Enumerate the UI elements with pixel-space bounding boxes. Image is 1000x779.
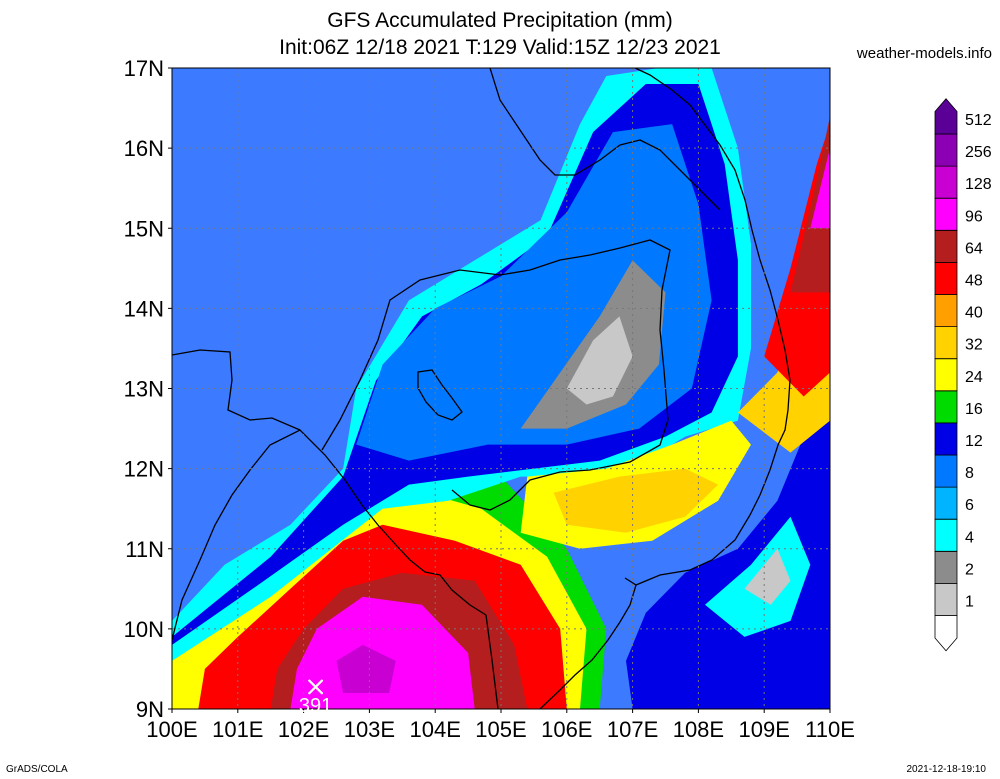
- legend-level-label: 6: [965, 497, 974, 514]
- x-tick-label: 102E: [278, 717, 329, 742]
- lake-tonle-sap: [417, 369, 463, 421]
- precip-region-15: [744, 548, 791, 605]
- y-tick-label: 15N: [124, 216, 164, 241]
- x-tick-label: 105E: [475, 717, 526, 742]
- footer-timestamp: 2021-12-18-19:10: [906, 764, 986, 775]
- y-tick-label: 14N: [124, 296, 164, 321]
- x-tick-label: 106E: [541, 717, 592, 742]
- max-precip-marker: 391: [299, 679, 332, 717]
- x-axis-ticks: 100E 101E 102E 103E 104E 105E 106E 107E 108E 109E…: [146, 709, 855, 742]
- footer-software-label: GrADS/COLA: [6, 764, 68, 775]
- legend-level-label: 4: [965, 529, 974, 546]
- x-tick-label: 100E: [146, 717, 197, 742]
- y-tick-label: 11N: [125, 537, 164, 562]
- legend-level-label: 2: [965, 561, 974, 578]
- precipitation-field: [172, 68, 830, 709]
- precip-region-5: [336, 644, 396, 693]
- y-tick-label: 12N: [124, 457, 164, 482]
- legend-level-label: 8: [965, 465, 974, 482]
- y-tick-label: 13N: [124, 377, 164, 402]
- legend-level-label: 12: [965, 433, 983, 450]
- legend-swatch: [934, 133, 958, 167]
- legend-level-label: 512: [965, 112, 992, 129]
- y-axis-ticks: 9N 10N 11N 12N 13N 14N 15N 16N 17N: [124, 56, 172, 722]
- legend-level-label: 1: [965, 594, 974, 611]
- coastline-mekong-delta: [485, 577, 637, 709]
- max-marker-cross: [307, 679, 324, 695]
- coastline-gulf-of-thailand: [172, 429, 487, 641]
- legend-swatch: [934, 326, 958, 360]
- legend-level-label: 16: [965, 401, 983, 418]
- chart-title: GFS Accumulated Precipitation (mm): [327, 9, 673, 32]
- x-tick-label: 107E: [607, 717, 658, 742]
- legend-swatch: [934, 197, 958, 231]
- precip-region-10: [566, 316, 633, 405]
- precip-region-17: [764, 124, 830, 397]
- y-tick-label: 9N: [136, 697, 164, 722]
- y-tick-label: 17N: [124, 56, 164, 81]
- legend-swatch: [934, 454, 958, 488]
- legend-swatch: [934, 390, 958, 424]
- chart-subtitle: Init:06Z 12/18 2021 T:129 Valid:15Z 12/2…: [279, 36, 721, 59]
- legend-swatch: [934, 486, 958, 520]
- legend-level-label: 256: [965, 144, 992, 161]
- legend-swatch: [934, 229, 958, 263]
- legend-swatch: [934, 262, 958, 295]
- y-tick-label: 16N: [124, 136, 164, 161]
- border-inland: [321, 239, 671, 511]
- x-tick-label: 108E: [673, 717, 724, 742]
- x-tick-label: 109E: [739, 717, 790, 742]
- max-marker-value: 391: [299, 695, 332, 717]
- coastline: [172, 68, 791, 709]
- precip-region-19: [810, 148, 830, 229]
- legend-level-label: 32: [965, 337, 983, 354]
- x-tick-label: 103E: [344, 717, 395, 742]
- legend-swatch: [934, 358, 958, 392]
- x-tick-label: 104E: [410, 717, 461, 742]
- legend-swatch: [934, 165, 958, 199]
- grid-lines: [172, 68, 830, 709]
- precip-region-13: [626, 420, 830, 709]
- x-tick-label: 101E: [212, 717, 263, 742]
- legend-swatch: [934, 294, 958, 327]
- legend-swatch: [934, 98, 958, 135]
- source-label: weather-models.info: [856, 45, 992, 62]
- precip-region-4: [290, 596, 475, 709]
- legend-level-label: 64: [965, 240, 983, 257]
- legend-swatch: [934, 550, 958, 584]
- border-north: [489, 68, 721, 211]
- legend-level-label: 40: [965, 305, 983, 322]
- legend-level-label: 96: [965, 208, 983, 225]
- border-west: [172, 349, 301, 431]
- x-tick-label: 110E: [805, 717, 855, 742]
- precip-region-12: [553, 468, 719, 533]
- legend-swatch: [934, 518, 958, 552]
- precip-region-18: [790, 116, 830, 293]
- legend-level-label: 128: [965, 176, 992, 193]
- coastline-vietnam-east: [634, 68, 791, 586]
- legend-swatch: [934, 615, 958, 652]
- legend-swatch: [934, 422, 958, 456]
- legend-level-label: 48: [965, 273, 983, 290]
- y-tick-label: 10N: [124, 617, 164, 642]
- legend-swatch: [934, 583, 958, 616]
- legend-level-label: 24: [965, 369, 983, 386]
